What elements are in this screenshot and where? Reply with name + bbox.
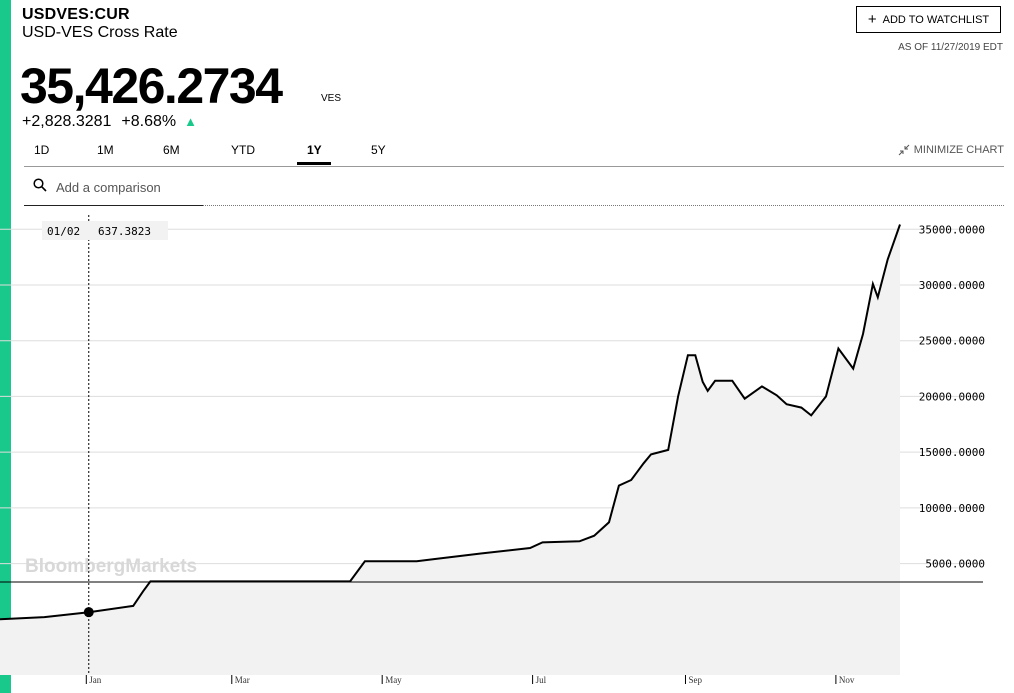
y-axis-labels: 5000.0000 10000.0000 15000.0000 20000.0000 2… bbox=[919, 223, 985, 570]
dotted-separator bbox=[203, 205, 1004, 206]
add-to-watchlist-button[interactable]: + ADD TO WATCHLIST bbox=[856, 6, 1001, 33]
active-tab-indicator bbox=[297, 162, 331, 165]
last-price: 35,426.2734 bbox=[20, 58, 283, 114]
comparison-input[interactable] bbox=[54, 174, 204, 200]
price-change: +2,828.3281 +8.68% ▲ bbox=[22, 113, 197, 131]
comparison-search bbox=[24, 168, 204, 206]
price-chart[interactable]: BloombergMarkets 5000.0000 10000.0000 1500… bbox=[0, 207, 1014, 693]
y-tick-label: 15000.0000 bbox=[919, 446, 985, 459]
tab-6m[interactable]: 6M bbox=[163, 143, 180, 157]
tab-1y[interactable]: 1Y bbox=[307, 143, 322, 157]
minimize-chart-label: MINIMIZE CHART bbox=[913, 144, 1004, 156]
x-axis-labels: Jan Mar May Jul Sep Nov bbox=[85, 675, 855, 685]
x-tick-label: Jul bbox=[536, 675, 547, 685]
tooltip-date: 01/02 bbox=[47, 225, 80, 238]
y-tick-label: 30000.0000 bbox=[919, 279, 985, 292]
minimize-chart-button[interactable]: MINIMIZE CHART bbox=[898, 144, 1004, 156]
y-tick-label: 35000.0000 bbox=[919, 223, 985, 236]
security-name: USD-VES Cross Rate bbox=[22, 24, 178, 41]
ticker-symbol: USDVES:CUR bbox=[22, 6, 130, 23]
range-tabs: 1D 1M 6M YTD 1Y 5Y MINIMIZE CHART bbox=[24, 138, 1004, 167]
hover-point bbox=[83, 607, 94, 618]
x-tick-label: Nov bbox=[839, 675, 855, 685]
watermark-text: BloombergMarkets bbox=[25, 556, 197, 577]
x-tick-label: May bbox=[385, 675, 402, 685]
accent-bar bbox=[0, 0, 11, 693]
price-area-fill bbox=[0, 224, 900, 675]
price-line bbox=[0, 224, 901, 621]
tab-1d[interactable]: 1D bbox=[34, 143, 50, 157]
search-icon bbox=[33, 178, 47, 192]
tab-1m[interactable]: 1M bbox=[97, 143, 114, 157]
up-arrow-icon: ▲ bbox=[184, 114, 198, 129]
as-of-timestamp: AS OF 11/27/2019 EDT bbox=[898, 42, 1003, 53]
tooltip-background bbox=[42, 221, 168, 240]
y-tick-label: 5000.0000 bbox=[925, 558, 985, 571]
y-tick-label: 10000.0000 bbox=[919, 502, 985, 515]
change-percent: +8.68% bbox=[121, 113, 177, 130]
hover-tooltip: 01/02 637.3823 bbox=[42, 221, 168, 240]
price-currency: VES bbox=[321, 93, 342, 104]
change-value: +2,828.3281 bbox=[22, 113, 112, 130]
minimize-icon bbox=[898, 144, 910, 156]
tab-5y[interactable]: 5Y bbox=[371, 143, 386, 157]
x-tick-label: Jan bbox=[89, 675, 101, 685]
plus-icon: + bbox=[867, 11, 877, 28]
x-tick-label: Mar bbox=[235, 675, 250, 685]
x-tick-label: Sep bbox=[688, 675, 702, 685]
tooltip-value: 637.3823 bbox=[98, 225, 151, 238]
add-to-watchlist-label: ADD TO WATCHLIST bbox=[882, 13, 990, 26]
tab-ytd[interactable]: YTD bbox=[231, 143, 255, 157]
y-tick-label: 25000.0000 bbox=[919, 335, 985, 348]
y-tick-label: 20000.0000 bbox=[919, 390, 985, 403]
